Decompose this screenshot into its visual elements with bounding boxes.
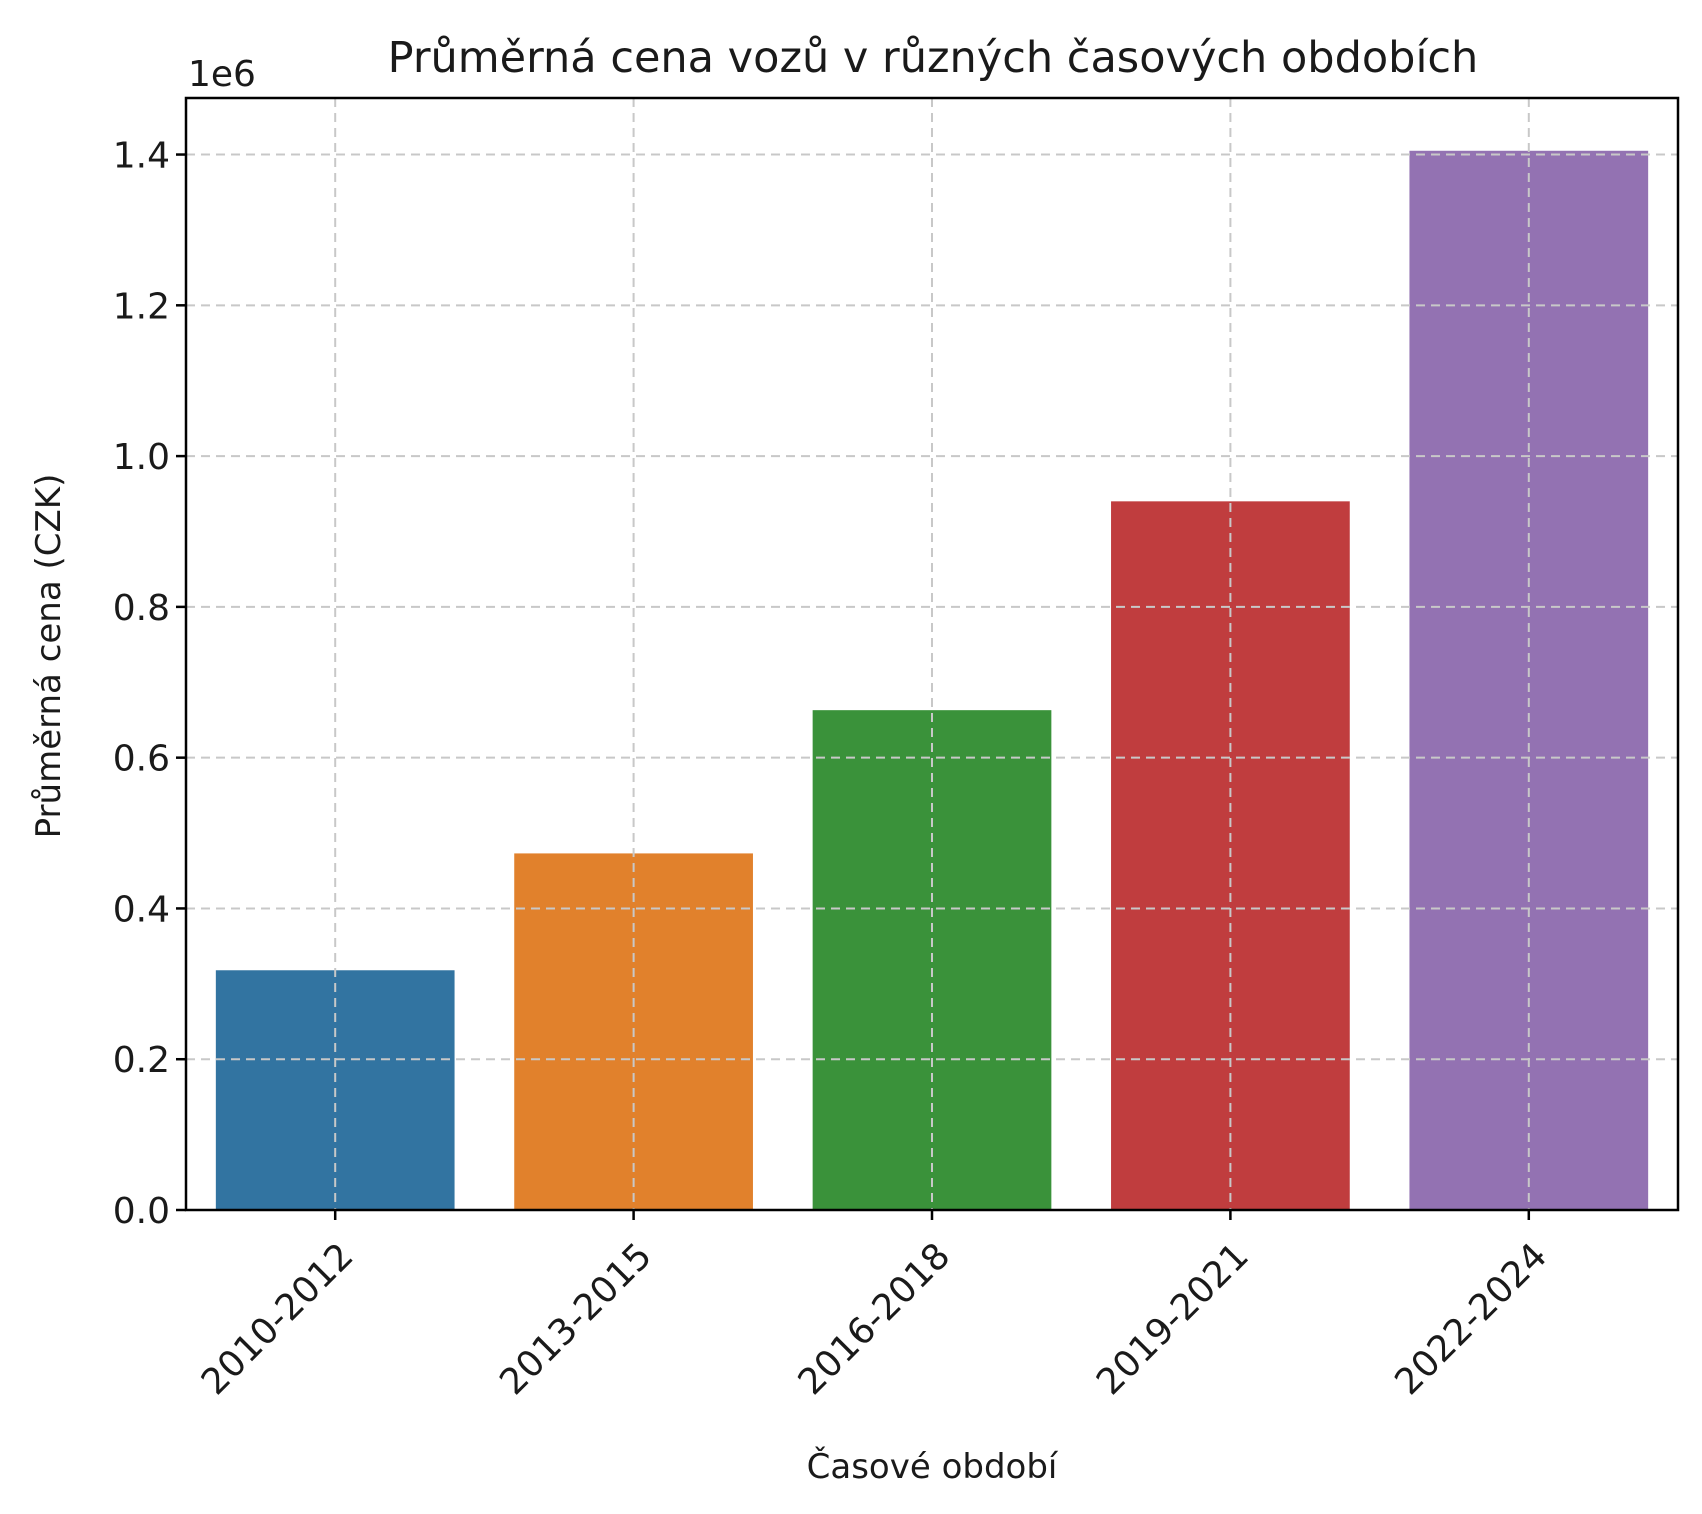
y-tick-label: 1.2: [113, 286, 170, 327]
x-tick-label: 2022-2024: [1387, 1235, 1555, 1403]
x-axis-label: Časové období: [807, 1446, 1059, 1487]
y-axis-offset-label: 1e6: [188, 54, 256, 95]
y-axis-label: Průměrná cena (CZK): [29, 474, 69, 839]
x-axis-ticks: 2010-2012 2013-2015 2016-2018 2019-2021 2022…: [194, 1210, 1555, 1403]
x-tick-label: 2010-2012: [194, 1235, 362, 1403]
y-tick-label: 0.0: [113, 1191, 170, 1232]
y-tick-label: 0.6: [113, 739, 170, 780]
x-tick-label: 2016-2018: [791, 1235, 959, 1403]
chart-title: Průměrná cena vozů v různých časových ob…: [388, 33, 1479, 83]
x-tick-label: 2013-2015: [492, 1235, 660, 1403]
y-axis-ticks: 0.0 0.2 0.4 0.6 0.8 1.0 1.2 1.4: [113, 136, 186, 1232]
y-tick-label: 0.8: [113, 588, 170, 629]
grid-lines-front: [186, 98, 1678, 1210]
y-tick-label: 0.2: [113, 1040, 170, 1081]
x-tick-label: 2019-2021: [1089, 1235, 1257, 1403]
y-tick-label: 0.4: [113, 889, 170, 930]
y-tick-label: 1.0: [113, 437, 170, 478]
y-tick-label: 1.4: [113, 136, 170, 177]
